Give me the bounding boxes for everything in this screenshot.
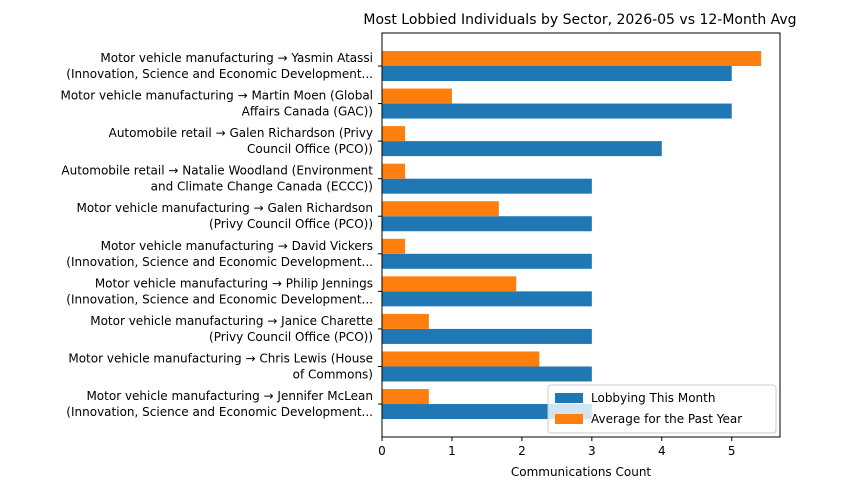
y-tick-label: (Privy Council Office (PCO))	[209, 217, 373, 231]
bar	[382, 66, 732, 81]
y-tick-label: Automobile retail → Galen Richardson (Pr…	[109, 126, 373, 140]
bar	[382, 163, 406, 179]
y-tick-label: Motor vehicle manufacturing → David Vick…	[101, 239, 373, 253]
y-tick-label: and Climate Change Canada (ECCC))	[151, 180, 373, 194]
y-tick-label: Motor vehicle manufacturing → Galen Rich…	[76, 201, 373, 215]
y-tick-label: Affairs Canada (GAC))	[242, 105, 373, 119]
x-tick-label: 3	[588, 444, 596, 458]
y-tick-label: Automobile retail → Natalie Woodland (En…	[61, 164, 373, 178]
y-tick-label: Council Office (PCO))	[247, 142, 373, 156]
legend-label: Lobbying This Month	[591, 391, 715, 405]
bar	[382, 404, 592, 420]
y-tick-label: Motor vehicle manufacturing → Janice Cha…	[90, 314, 373, 328]
y-tick-label: (Innovation, Science and Economic Develo…	[66, 405, 373, 419]
y-tick-label: (Innovation, Science and Economic Develo…	[66, 292, 373, 306]
x-axis-label: Communications Count	[511, 465, 652, 479]
y-tick-label: (Innovation, Science and Economic Develo…	[66, 255, 373, 269]
bar	[382, 51, 762, 66]
x-tick-label: 0	[378, 444, 386, 458]
y-tick-label: Motor vehicle manufacturing → Jennifer M…	[86, 389, 373, 403]
legend-swatch	[555, 393, 583, 403]
bar	[382, 328, 592, 344]
legend-swatch	[555, 414, 583, 424]
x-tick-label: 1	[448, 444, 456, 458]
legend-box	[547, 384, 777, 434]
y-tick-label: of Commons)	[293, 367, 373, 381]
y-tick-label: (Privy Council Office (PCO))	[209, 330, 373, 344]
y-tick-label: (Innovation, Science and Economic Develo…	[66, 67, 373, 81]
y-tick-label: Motor vehicle manufacturing → Philip Jen…	[95, 276, 373, 290]
bar	[382, 276, 517, 292]
bar	[382, 88, 452, 104]
bar	[382, 351, 540, 367]
bar	[382, 103, 732, 119]
bar	[382, 366, 592, 382]
chart-title: Most Lobbied Individuals by Sector, 2026…	[363, 12, 796, 28]
bar	[382, 201, 499, 217]
plot-frame	[381, 32, 781, 438]
x-tick-label: 2	[518, 444, 526, 458]
y-tick-label: Motor vehicle manufacturing → Chris Lewi…	[68, 351, 373, 365]
bar	[382, 238, 406, 254]
bar	[382, 253, 592, 269]
legend: Lobbying This Month Average for the Past …	[547, 384, 777, 434]
legend-label: Average for the Past Year	[591, 412, 742, 426]
bar	[382, 178, 592, 194]
x-tick-label: 5	[728, 444, 736, 458]
bar	[382, 291, 592, 307]
bar	[382, 126, 406, 142]
bar	[382, 141, 662, 157]
y-tick-label: Motor vehicle manufacturing → Yasmin Ata…	[100, 51, 373, 65]
y-tick-label: Motor vehicle manufacturing → Martin Moe…	[60, 89, 373, 103]
bar	[382, 313, 429, 329]
bar	[382, 389, 429, 405]
x-tick-label: 4	[658, 444, 666, 458]
bar	[382, 216, 592, 232]
